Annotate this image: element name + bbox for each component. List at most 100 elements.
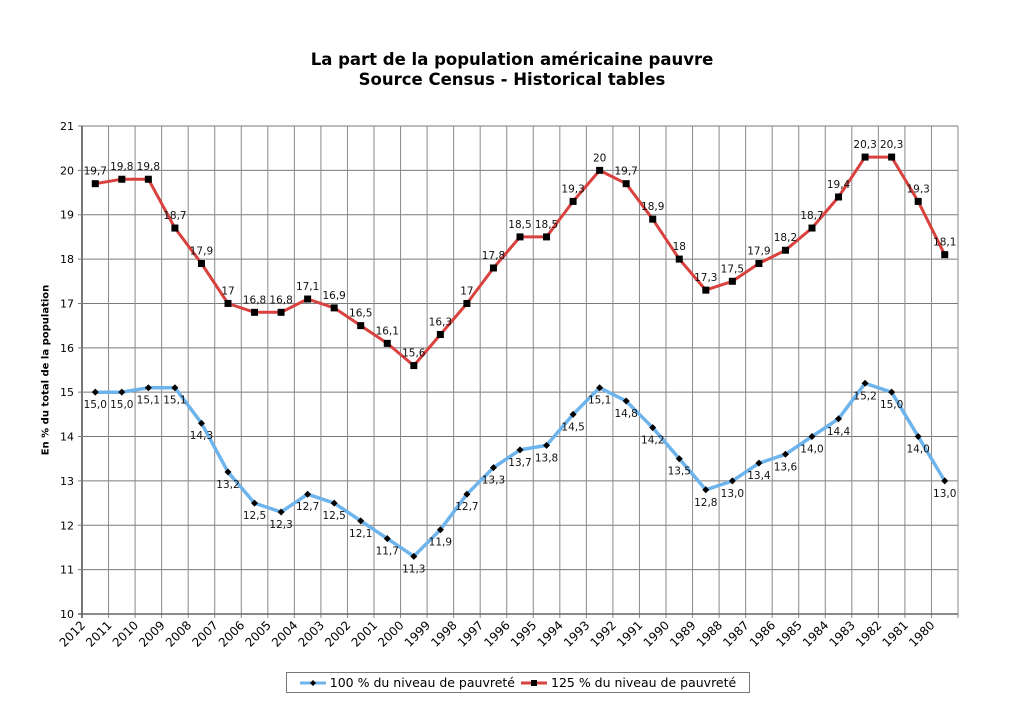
data-point (596, 384, 604, 392)
data-label: 19,3 (561, 183, 584, 195)
x-tick-label: 1987 (720, 618, 751, 649)
y-tick-label: 15 (60, 386, 74, 399)
data-label: 20,3 (880, 139, 903, 151)
x-tick-label: 1982 (853, 618, 884, 649)
y-tick-label: 10 (60, 608, 74, 621)
data-label: 17,8 (482, 250, 505, 262)
x-tick-label: 1983 (826, 618, 857, 649)
x-tick-label: 2005 (242, 618, 273, 649)
data-label: 16,3 (429, 317, 452, 329)
data-label: 17,5 (721, 263, 744, 275)
x-tick-label: 2003 (296, 618, 327, 649)
x-tick-label: 1986 (747, 618, 778, 649)
data-label: 19,8 (137, 161, 160, 173)
data-point (436, 526, 444, 534)
series-line-100 (95, 381, 947, 559)
data-point (755, 459, 763, 467)
y-tick-label: 16 (60, 342, 74, 355)
x-tick-label: 1996 (481, 618, 512, 649)
data-label: 17,9 (747, 246, 770, 258)
data-point (781, 450, 789, 458)
data-point (941, 251, 949, 259)
x-tick-label: 1998 (428, 618, 459, 649)
data-point (383, 535, 391, 543)
data-label: 16,1 (376, 325, 399, 337)
y-tick-label: 13 (60, 475, 74, 488)
data-point (171, 384, 179, 392)
data-point (914, 433, 922, 441)
data-point (118, 388, 126, 396)
data-label: 12,3 (269, 519, 292, 531)
data-label: 19,7 (614, 166, 637, 178)
data-label: 15,0 (880, 399, 903, 411)
legend-item-100: 100 % du niveau de pauvreté (299, 675, 515, 690)
data-label: 14,4 (827, 426, 851, 438)
data-label: 13,2 (216, 479, 239, 491)
data-label: 19,4 (827, 179, 851, 191)
data-label: 18,9 (641, 201, 664, 213)
data-label: 14,3 (190, 430, 213, 442)
data-point (808, 224, 816, 232)
series-group: 15,0 15,0 15,1 15,114,313,212,512,312,712,5… (84, 139, 957, 575)
data-label: 12,1 (349, 528, 372, 540)
x-tick-label: 2009 (136, 618, 167, 649)
data-point (861, 379, 869, 387)
data-label: 13,6 (774, 461, 798, 473)
x-tick-label: 2012 (57, 618, 88, 649)
data-point (702, 286, 710, 294)
data-point (543, 441, 551, 449)
legend: 100 % du niveau de pauvreté 125 % du niv… (286, 672, 750, 693)
y-tick-label: 19 (60, 209, 74, 222)
data-point (835, 193, 843, 201)
legend-label-125: 125 % du niveau de pauvreté (551, 675, 737, 690)
x-tick-label: 1994 (534, 618, 565, 649)
data-label: 13,0 (933, 488, 956, 500)
x-tick-label: 1995 (508, 618, 539, 649)
chart-title: La part de la population américaine pauv… (310, 50, 714, 69)
y-tick-label: 20 (60, 164, 74, 177)
data-point (224, 468, 232, 476)
y-tick-label: 21 (60, 120, 74, 133)
data-label: 12,5 (322, 510, 345, 522)
x-tick-label: 2007 (189, 618, 220, 649)
data-point (197, 260, 205, 268)
data-label: 14,2 (641, 435, 664, 447)
data-label: 17,9 (190, 246, 213, 258)
data-point (755, 260, 763, 268)
data-label: 12,7 (455, 501, 478, 513)
data-point (118, 175, 126, 183)
data-point (622, 397, 630, 405)
data-point (410, 552, 418, 560)
data-point (357, 517, 365, 525)
data-point (224, 299, 232, 307)
x-tick-label: 2001 (349, 618, 380, 649)
x-tick-label: 1997 (455, 618, 486, 649)
data-label: 20,3 (853, 139, 876, 151)
x-tick-label: 2002 (322, 618, 353, 649)
data-label: 13,7 (508, 457, 531, 469)
data-point (410, 362, 418, 370)
data-point (304, 295, 312, 303)
data-point (463, 299, 471, 307)
data-point (91, 180, 99, 188)
data-label: 20 (593, 152, 606, 164)
data-label: 18,7 (800, 210, 823, 222)
x-tick-labels: 2012201120102009200820072006200520042003… (57, 618, 938, 649)
data-point (888, 153, 896, 161)
data-point (675, 255, 683, 263)
data-label: 12,8 (694, 497, 717, 509)
data-label: 18,5 (535, 219, 558, 231)
x-tick-label: 2008 (163, 618, 194, 649)
data-point (941, 477, 949, 485)
data-label: 16,8 (243, 294, 266, 306)
data-label: 11,9 (429, 537, 452, 549)
legend-item-125: 125 % du niveau de pauvreté (521, 675, 736, 690)
data-point (835, 415, 843, 423)
data-point (888, 388, 896, 396)
legend-label-100: 100 % du niveau de pauvreté (329, 675, 515, 690)
data-label: 15,2 (853, 390, 876, 402)
data-label: 13,3 (482, 475, 505, 487)
data-point (463, 490, 471, 498)
data-point (569, 197, 577, 205)
data-label: 18,2 (774, 232, 797, 244)
